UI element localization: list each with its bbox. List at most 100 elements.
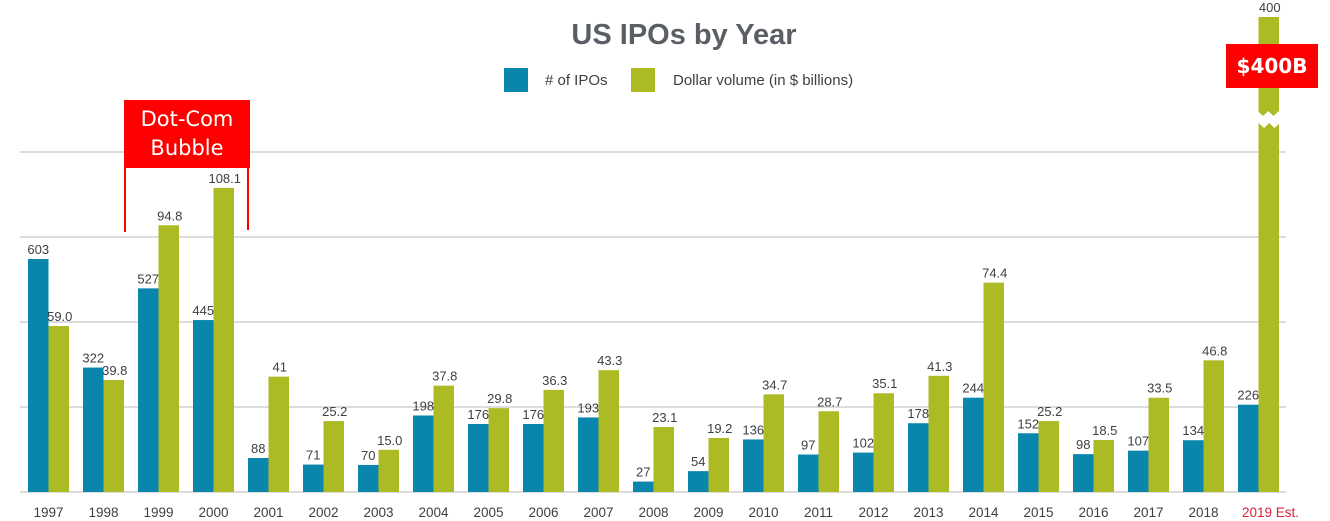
bar-ipos-2009 xyxy=(688,471,709,492)
dotcom-bracket-left xyxy=(124,168,126,232)
bar-ipos-2000 xyxy=(193,320,214,492)
bar-ipos-2004 xyxy=(413,415,434,492)
legend-label-volume: Dollar volume (in $ billions) xyxy=(673,72,853,89)
bar-volume-2003 xyxy=(378,449,399,492)
bar-ipos-2012 xyxy=(853,452,874,492)
label-ipos: 88 xyxy=(251,441,265,456)
bar-ipos-1999 xyxy=(138,288,159,492)
bar-ipos-2011 xyxy=(798,454,819,492)
label-volume: 19.2 xyxy=(707,421,732,436)
label-volume: 25.2 xyxy=(322,404,347,419)
bar-ipos-2005 xyxy=(468,423,489,492)
bar-ipos-2015 xyxy=(1018,433,1039,492)
x-tick-label: 2016 xyxy=(1078,505,1108,520)
label-volume: 46.8 xyxy=(1202,343,1227,358)
x-tick-label: 2007 xyxy=(583,505,613,520)
bar-ipos-2007 xyxy=(578,417,599,492)
bar-volume-2006 xyxy=(543,389,564,492)
label-volume: 35.1 xyxy=(872,376,897,391)
label-volume: 36.3 xyxy=(542,373,567,388)
x-tick-label: 2004 xyxy=(418,505,449,520)
x-tick-label: 2002 xyxy=(308,505,338,520)
bar-volume-2008 xyxy=(653,427,674,492)
axis-break-icon xyxy=(1257,111,1280,128)
bar-volume-2018 xyxy=(1203,360,1224,492)
bar-volume-2002 xyxy=(323,421,344,492)
bar-volume-2011 xyxy=(818,411,839,492)
chart-title: US IPOs by Year xyxy=(571,19,796,51)
bar-volume-1997 xyxy=(48,326,69,492)
label-ipos: 97 xyxy=(801,438,815,453)
bar-ipos-2001 xyxy=(248,457,269,492)
x-tick-label: 2018 xyxy=(1188,505,1218,520)
label-ipos: 322 xyxy=(82,351,104,366)
x-tick-label: 2003 xyxy=(363,505,393,520)
x-tick-labels: 1997 1998 1999 2000 2001 2002 2003 2004 2005 2006… xyxy=(33,505,1299,520)
label-volume: 33.5 xyxy=(1147,381,1172,396)
label-volume: 29.8 xyxy=(487,391,512,406)
dotcom-bubble-annotation: Dot-Com Bubble xyxy=(124,100,250,168)
label-ipos: 136 xyxy=(742,422,764,437)
bar-ipos-2018 xyxy=(1183,440,1204,492)
x-tick-label: 2006 xyxy=(528,505,558,520)
legend: # of IPOs Dollar volume (in $ billions) xyxy=(504,68,853,92)
label-volume: 34.7 xyxy=(762,377,787,392)
bar-volume-2001 xyxy=(268,376,289,492)
bar-volume-2015 xyxy=(1038,421,1059,492)
label-ipos: 244 xyxy=(962,381,984,396)
bar-ipos-2016 xyxy=(1073,454,1094,492)
bar-ipos-2002 xyxy=(303,464,324,492)
bar-volume-1999 xyxy=(158,225,179,492)
bar-ipos-1997 xyxy=(28,259,49,492)
x-tick-label: 2005 xyxy=(473,505,503,520)
x-tick-label: 2000 xyxy=(198,505,228,520)
bar-volume-2017 xyxy=(1148,397,1169,492)
label-volume: 94.8 xyxy=(157,208,182,223)
label-ipos: 152 xyxy=(1017,416,1039,431)
label-ipos: 198 xyxy=(412,398,434,413)
x-tick-label: 2019 Est. xyxy=(1242,505,1299,520)
x-tick-label: 2008 xyxy=(638,505,668,520)
label-ipos: 27 xyxy=(636,465,650,480)
label-volume: 28.7 xyxy=(817,394,842,409)
bar-volume-2005 xyxy=(488,408,509,492)
bar-volume-2010 xyxy=(763,394,784,492)
x-tick-label: 2015 xyxy=(1023,505,1053,520)
bar-ipos-2017 xyxy=(1128,450,1149,492)
dotcom-bracket-right xyxy=(247,168,249,230)
label-ipos: 603 xyxy=(27,242,49,257)
dotcom-line1: Dot-Com xyxy=(140,107,234,131)
bar-volume-1998 xyxy=(103,380,124,492)
bar-volume-2009 xyxy=(708,437,729,492)
label-ipos: 102 xyxy=(852,436,874,451)
label-ipos: 178 xyxy=(907,406,929,421)
legend-swatch-volume xyxy=(631,68,655,92)
bar-ipos-2010 xyxy=(743,439,764,492)
bar-ipos-2003 xyxy=(358,464,379,492)
bar-ipos-2014 xyxy=(963,397,984,492)
x-tick-label: 2012 xyxy=(858,505,888,520)
label-volume: 23.1 xyxy=(652,410,677,425)
bar-volume-2014 xyxy=(983,282,1004,492)
label-volume: 41.3 xyxy=(927,359,952,374)
label-ipos: 71 xyxy=(306,448,320,463)
label-volume: 108.1 xyxy=(208,171,241,186)
bars xyxy=(28,17,1280,492)
x-tick-label: 1998 xyxy=(88,505,118,520)
label-ipos: 134 xyxy=(1182,423,1204,438)
label-volume: 15.0 xyxy=(377,433,402,448)
label-volume: 74.4 xyxy=(982,266,1007,281)
label-volume: 41 xyxy=(273,360,287,375)
x-tick-label: 2013 xyxy=(913,505,943,520)
bar-ipos-1998 xyxy=(83,367,104,492)
legend-label-ipos: # of IPOs xyxy=(545,72,608,89)
bar-ipos-2019Est xyxy=(1238,404,1259,492)
label-ipos: 98 xyxy=(1076,437,1090,452)
dotcom-line2: Bubble xyxy=(150,136,224,160)
bar-volume-2004 xyxy=(433,385,454,492)
bar-ipos-2013 xyxy=(908,423,929,492)
label-ipos: 226 xyxy=(1237,388,1259,403)
x-tick-label: 2009 xyxy=(693,505,723,520)
